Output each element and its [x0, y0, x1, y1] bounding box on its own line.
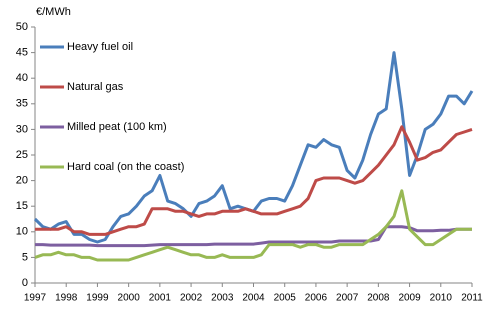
y-tick-label: 45	[16, 47, 28, 59]
x-tick-label: 2009	[398, 293, 421, 304]
series-line	[35, 225, 472, 248]
y-tick-label: 5	[22, 251, 28, 263]
y-tick-label: 0	[22, 277, 28, 289]
legend-label: Natural gas	[67, 81, 124, 93]
y-axis-label: €/MWh	[36, 6, 71, 18]
x-tick-label: 2007	[336, 293, 359, 304]
legend-label: Milled peat (100 km)	[67, 121, 167, 133]
x-tick-label: 2010	[430, 293, 453, 304]
x-tick-label: 1998	[55, 293, 78, 304]
x-tick-label: 1999	[86, 293, 109, 304]
y-tick-label: 25	[16, 149, 28, 161]
x-tick-label: 2000	[118, 293, 141, 304]
y-tick-label: 10	[16, 226, 28, 238]
y-tick-label: 40	[16, 72, 28, 84]
series-line	[34, 189, 472, 262]
y-tick-label: 20	[16, 175, 28, 187]
legend-label: Hard coal (on the coast)	[67, 161, 184, 173]
x-tick-label: 2004	[242, 293, 265, 304]
x-tick-label: 2011	[461, 293, 483, 304]
y-tick-label: 15	[16, 200, 28, 212]
x-tick-label: 2006	[305, 293, 328, 304]
y-tick-label: 30	[16, 123, 28, 135]
y-tick-label: 35	[16, 98, 28, 110]
y-tick-label: 50	[16, 21, 28, 33]
series-line	[35, 125, 473, 236]
legend-label: Heavy fuel oil	[67, 41, 133, 53]
x-tick-label: 1997	[24, 293, 47, 304]
x-tick-label: 2005	[274, 293, 297, 304]
x-tick-label: 2008	[367, 293, 390, 304]
x-tick-label: 2001	[149, 293, 172, 304]
x-tick-label: 2003	[211, 293, 234, 304]
x-tick-label: 2002	[180, 293, 203, 304]
